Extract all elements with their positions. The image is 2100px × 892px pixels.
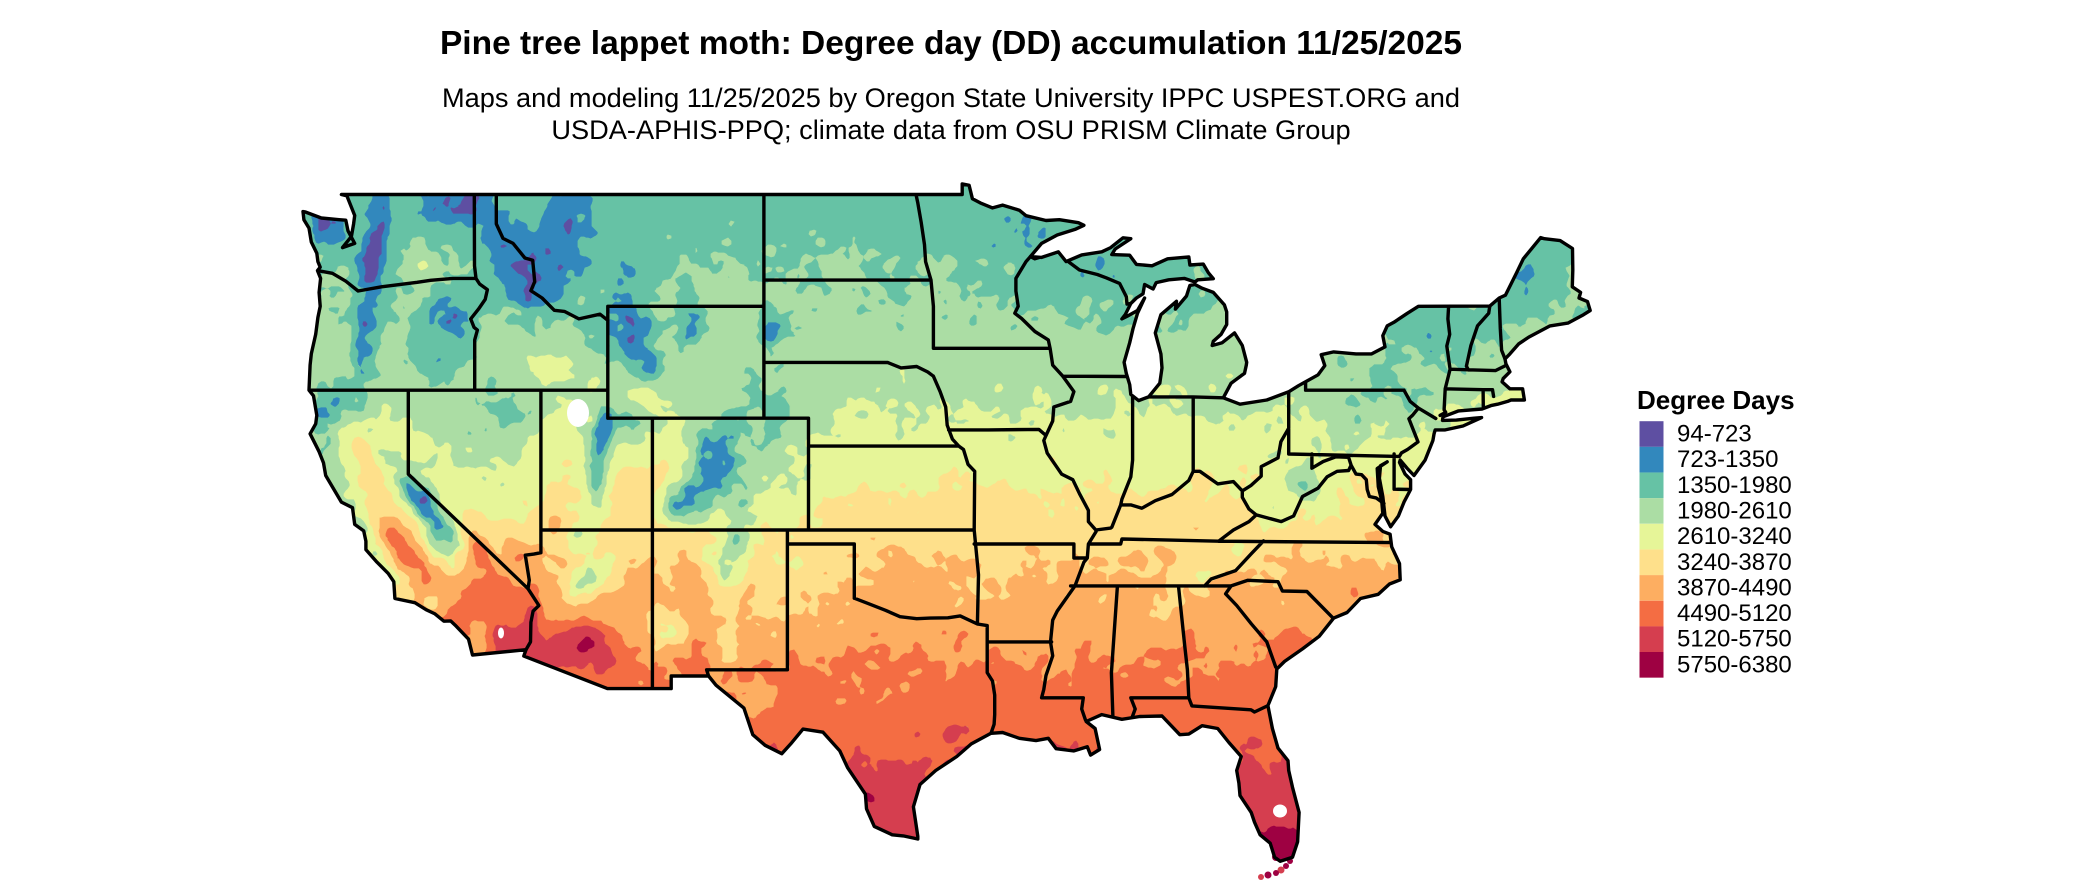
svg-text:Degree Days: Degree Days bbox=[1637, 385, 1795, 415]
svg-text:5750-6380: 5750-6380 bbox=[1677, 651, 1792, 678]
svg-text:3240-3870: 3240-3870 bbox=[1677, 549, 1792, 576]
svg-text:723-1350: 723-1350 bbox=[1677, 446, 1778, 473]
svg-text:5120-5750: 5120-5750 bbox=[1677, 626, 1792, 653]
svg-text:94-723: 94-723 bbox=[1677, 421, 1752, 448]
svg-text:3870-4490: 3870-4490 bbox=[1677, 574, 1792, 601]
svg-text:1980-2610: 1980-2610 bbox=[1677, 498, 1792, 525]
svg-text:4490-5120: 4490-5120 bbox=[1677, 600, 1792, 627]
svg-text:2610-3240: 2610-3240 bbox=[1677, 523, 1792, 550]
svg-text:1350-1980: 1350-1980 bbox=[1677, 472, 1792, 499]
